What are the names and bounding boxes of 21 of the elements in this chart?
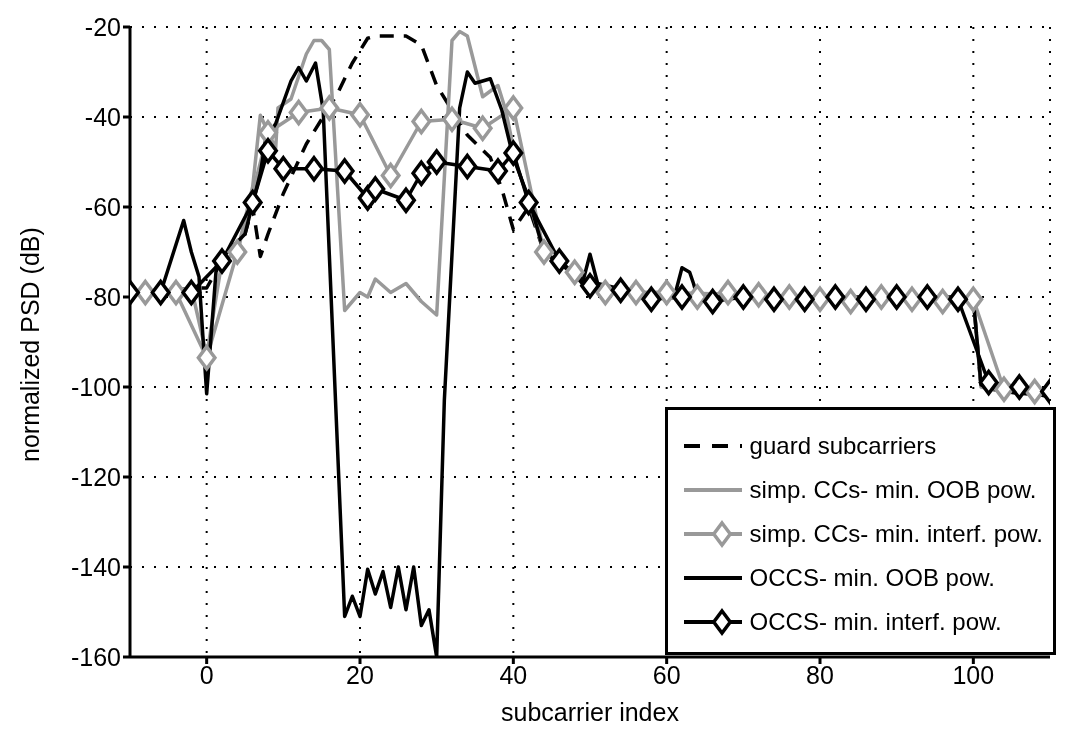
x-tick-label: 20 xyxy=(346,660,374,689)
y-tick-label: -160 xyxy=(70,642,121,671)
x-tick-label: 0 xyxy=(199,660,214,689)
y-tick-label: -20 xyxy=(84,12,121,41)
x-tick-label: 100 xyxy=(952,660,995,689)
y-tick-label: -120 xyxy=(70,462,121,491)
legend-label: simp. CCs- min. OOB pow. xyxy=(749,475,1037,505)
legend-label: simp. CCs- min. interf. pow. xyxy=(749,519,1043,549)
x-tick-label: 40 xyxy=(499,660,528,689)
x-tick-label: 60 xyxy=(652,660,681,689)
y-tick-label: -40 xyxy=(84,102,121,131)
y-tick-label: -60 xyxy=(84,192,121,221)
x-tick-label: 80 xyxy=(806,660,834,689)
legend-label: OCCS- min. interf. pow. xyxy=(749,607,1002,637)
y-tick-label: -80 xyxy=(84,282,121,311)
legend-label: OCCS- min. OOB pow. xyxy=(749,563,995,593)
y-tick-label: -140 xyxy=(70,552,121,581)
y-axis-title: normalized PSD (dB) xyxy=(15,227,44,462)
y-tick-label: -100 xyxy=(70,372,121,401)
legend-label: guard subcarriers xyxy=(749,431,937,461)
x-axis-title: subcarrier index xyxy=(501,698,680,726)
